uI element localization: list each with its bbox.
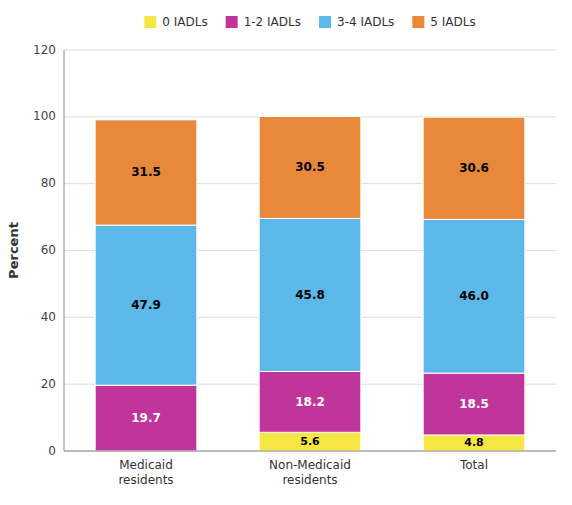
y-tick-label: 0: [48, 444, 56, 458]
data-label: 45.8: [295, 288, 325, 302]
data-labels: 5.6 4.8 19.7 18.2 18.5 47.9 45.8 46.0 31.5 30.5 30…: [131, 160, 489, 449]
data-label: 31.5: [131, 165, 161, 179]
data-label: 18.5: [459, 397, 489, 411]
bar-segment: [423, 219, 525, 373]
legend-swatch: [226, 16, 238, 28]
bar-segment: [95, 225, 197, 385]
legend-swatch: [144, 16, 156, 28]
bars: [95, 116, 525, 451]
legend-label: 1-2 IADLs: [244, 15, 301, 29]
bar-segment: [259, 432, 361, 451]
legend-label: 3-4 IADLs: [337, 15, 394, 29]
bar-segment: [259, 116, 361, 218]
legend-item: 3-4 IADLs: [319, 15, 394, 29]
chart: 0 20 40 60 80 100 120 5.6 4.8 19.7 18.2 18.5 47.9 45.…: [0, 0, 572, 505]
data-label: 46.0: [459, 289, 489, 303]
legend-item: 1-2 IADLs: [226, 15, 301, 29]
y-tick-label: 40: [41, 310, 56, 324]
y-tick-label: 20: [41, 377, 56, 391]
x-tick-label: Medicaidresidents: [118, 458, 173, 487]
legend-label: 5 IADLs: [430, 15, 475, 29]
x-axis-line: [64, 451, 556, 452]
data-label: 30.6: [459, 161, 489, 175]
data-label: 4.8: [464, 436, 484, 449]
legend-item: 0 IADLs: [144, 15, 207, 29]
bar-segment: [95, 385, 197, 451]
bar-segment: [423, 373, 525, 435]
data-label: 5.6: [300, 435, 320, 448]
bar-segment: [259, 218, 361, 371]
data-label: 19.7: [131, 411, 161, 425]
y-axis-label: Percent: [6, 222, 21, 279]
bar-segment: [259, 371, 361, 432]
grid: [64, 50, 556, 451]
legend: 0 IADLs 1-2 IADLs 3-4 IADLs 5 IADLs: [144, 15, 475, 29]
y-tick-label: 100: [33, 109, 56, 123]
legend-label: 0 IADLs: [162, 15, 207, 29]
x-tick-label: Total: [459, 458, 488, 472]
legend-item: 5 IADLs: [412, 15, 475, 29]
grid-line: [64, 451, 556, 452]
bar-segment: [423, 435, 525, 451]
x-tick-label: Non-Medicaidresidents: [269, 458, 351, 487]
bar-segment: [423, 117, 525, 219]
data-label: 18.2: [295, 395, 325, 409]
grid-line: [64, 50, 556, 51]
y-tick-label: 120: [33, 43, 56, 57]
data-label: 30.5: [295, 160, 325, 174]
data-label: 47.9: [131, 298, 161, 312]
bar-segment: [95, 120, 197, 225]
chart-container: 0 20 40 60 80 100 120 5.6 4.8 19.7 18.2 18.5 47.9 45.…: [0, 0, 572, 505]
y-tick-label: 80: [41, 176, 56, 190]
y-tick-label: 60: [41, 243, 56, 257]
y-axis-line: [64, 50, 65, 451]
legend-swatch: [319, 16, 331, 28]
legend-swatch: [412, 16, 424, 28]
